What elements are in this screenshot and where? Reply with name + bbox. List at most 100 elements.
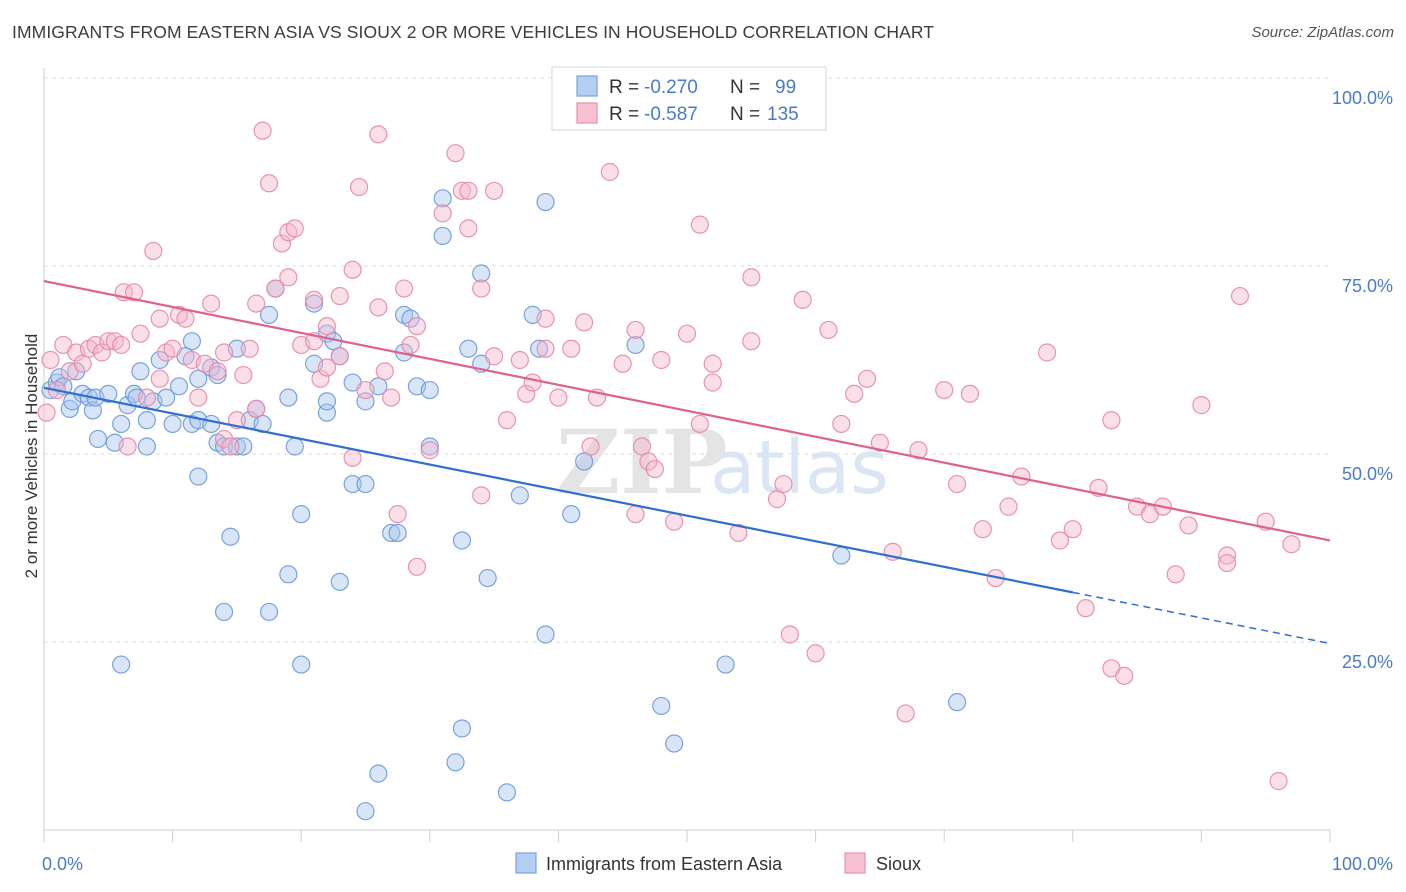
series-sioux [37,121,1301,791]
point-sioux [401,335,420,355]
point-sioux [690,215,709,234]
point-sioux [510,350,529,370]
point-sioux [407,557,427,576]
point-sioux [767,490,787,509]
y-tick-label: 100.0% [1332,88,1393,108]
point-sioux [317,358,337,377]
point-eastern-asia [536,625,555,644]
point-sioux [343,448,362,467]
axes [43,68,1331,842]
point-sioux [485,347,504,366]
point-sioux [549,388,568,407]
point-sioux [774,474,793,494]
point-sioux [137,388,156,407]
point-sioux [742,332,761,351]
point-sioux [433,204,452,223]
point-eastern-asia [947,693,967,712]
point-sioux [806,644,825,663]
series-immigrants-eastern-asia [41,189,967,821]
point-sioux [485,181,504,200]
point-sioux [253,121,272,140]
point-sioux [1050,531,1070,550]
point-eastern-asia [388,523,407,543]
point-eastern-asia [137,411,156,430]
point-sioux [272,234,292,253]
point-sioux [960,384,980,403]
point-eastern-asia [131,362,150,381]
point-eastern-asia [150,350,169,370]
point-sioux [356,380,375,400]
point-sioux [1037,343,1057,362]
point-sioux [870,433,890,452]
point-sioux [832,414,851,434]
point-sioux [266,279,285,298]
point-eastern-asia [472,264,491,283]
point-sioux [73,354,92,373]
point-eastern-asia [189,369,208,388]
point-eastern-asia [163,414,182,434]
point-eastern-asia [112,414,131,434]
point-sioux [523,373,542,392]
point-sioux [208,362,227,381]
point-sioux [176,309,195,328]
legend-r-value-2: -0.587 [644,104,698,125]
point-eastern-asia [356,802,375,821]
legend-box [551,66,827,131]
point-sioux [163,339,182,358]
point-eastern-asia [157,388,176,407]
point-sioux [420,441,439,460]
point-sioux [214,343,234,362]
point-eastern-asia [382,523,401,543]
point-sioux [973,520,992,539]
point-eastern-asia [665,734,684,753]
point-eastern-asia [285,437,304,456]
point-sioux [896,704,915,723]
point-sioux [189,388,208,407]
point-sioux [349,177,369,197]
point-eastern-asia [234,437,253,456]
watermark-atlas: atlas [710,425,889,511]
point-eastern-asia [292,505,311,524]
point-sioux [536,339,555,358]
point-sioux [645,459,664,479]
point-eastern-asia [214,602,234,622]
point-sioux [536,309,555,328]
point-sioux [793,290,812,309]
legend-n-value-2: 135 [767,104,799,125]
legend-n-label-1: N = [730,77,760,98]
legend: R = -0.270 N = 99 R = -0.587 N = 135 [551,66,827,131]
point-sioux [118,437,137,456]
grid-lines [44,77,1330,643]
point-sioux [124,283,144,302]
point-sioux [285,219,304,238]
point-sioux [677,324,697,343]
point-sioux [632,437,652,456]
point-sioux [999,497,1018,516]
point-sioux [459,181,478,200]
point-eastern-asia [169,377,189,396]
point-sioux [703,373,722,392]
trend-line-eastern-asia-extension [1072,591,1331,645]
point-sioux [388,505,407,524]
chart-source: Source: ZipAtlas.com [1251,24,1394,41]
legend-n-label-2: N = [730,104,760,125]
point-sioux [1166,565,1185,584]
point-eastern-asia [343,474,362,494]
point-eastern-asia [137,437,156,456]
legend-n-value-1: 99 [775,77,796,98]
trend-line-sioux [43,279,1331,542]
point-sioux [626,505,645,524]
point-sioux [729,523,748,543]
bottom-legend-label-pink: Sioux [876,854,921,874]
bottom-legend-swatch-blue [515,852,537,874]
point-sioux [517,384,536,403]
point-sioux [41,350,60,370]
point-sioux [1076,599,1095,618]
point-eastern-asia [67,362,86,381]
point-sioux [279,268,298,287]
bottom-legend-swatch-pink [844,852,866,874]
point-sioux [1218,553,1237,573]
point-sioux [150,309,169,328]
point-eastern-asia [330,572,349,591]
point-eastern-asia [259,305,279,324]
